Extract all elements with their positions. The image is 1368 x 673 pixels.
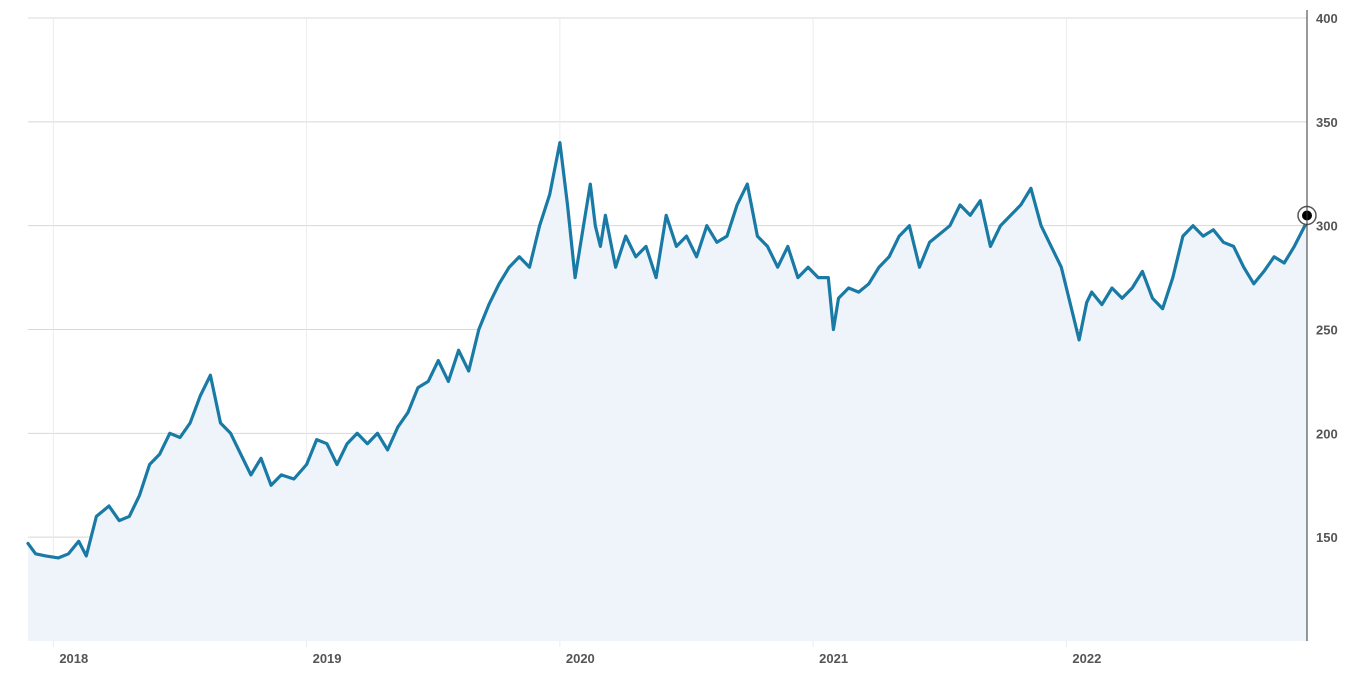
x-tick-label-2019: 2019 (313, 651, 342, 666)
y-tick-label-200: 200 (1316, 426, 1338, 441)
y-tick-label-300: 300 (1316, 219, 1338, 234)
series-line (26, 141, 1309, 560)
y-tick-label-350: 350 (1316, 115, 1338, 130)
x-tick-label-2021: 2021 (819, 651, 848, 666)
x-tick-label-2018: 2018 (59, 651, 88, 666)
x-tick-label-2022: 2022 (1072, 651, 1101, 666)
label-layer: 150 200 250 300 350 400 2018 2019 2020 2021 2022 (59, 11, 1337, 666)
series-area (28, 142, 1307, 641)
x-tick-label-2020: 2020 (566, 651, 595, 666)
y-tick-label-150: 150 (1316, 530, 1338, 545)
y-tick-label-400: 400 (1316, 11, 1338, 26)
y-tick-label-250: 250 (1316, 323, 1338, 338)
series-layer (26, 141, 1317, 641)
